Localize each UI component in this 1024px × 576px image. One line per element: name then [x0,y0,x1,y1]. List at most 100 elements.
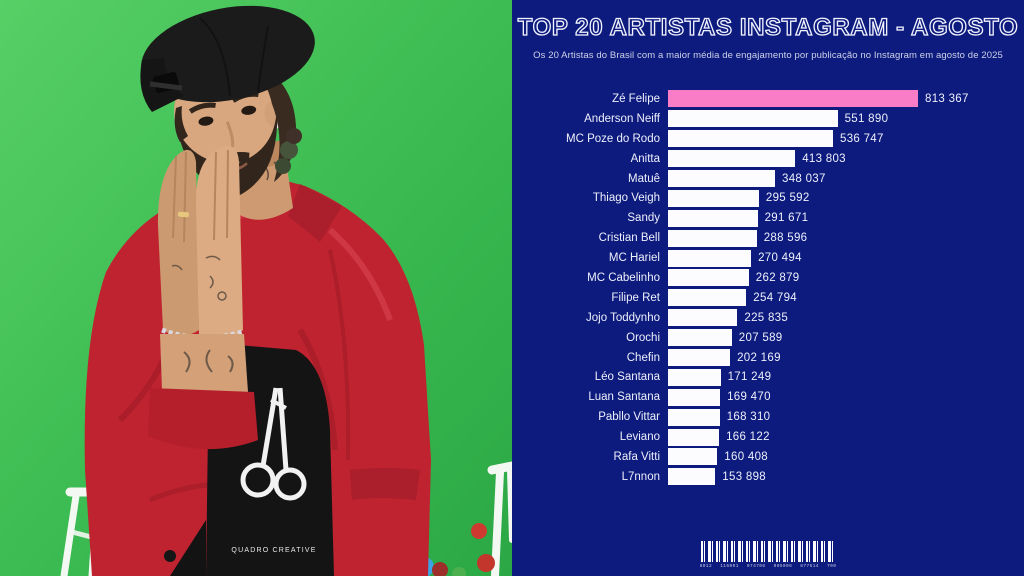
value-label: 153 898 [722,470,766,483]
chart-row: Cristian Bell 288 596 [512,228,1024,248]
value-label: 166 122 [726,431,770,444]
chart-row: Rafa Vitti 160 408 [512,447,1024,467]
value-label: 295 592 [765,192,810,205]
bar [668,90,918,108]
chart-row: Sandy 291 671 [512,208,1024,228]
bar [668,229,757,247]
artist-photo-illustration: QUADRO CREATIVE [0,0,512,576]
value-label: 171 249 [727,371,772,384]
bar [668,349,731,367]
bar [668,269,749,287]
value-label: 169 470 [727,391,771,404]
chart-row: Orochi 207 589 [512,328,1024,348]
value-label: 413 803 [802,152,846,165]
ring [177,211,189,218]
artist-label: Sandy [627,212,660,225]
bar [668,368,721,386]
hair [174,70,302,182]
artist-photo: QUADRO CREATIVE [0,0,512,576]
person: QUADRO CREATIVE [84,5,432,576]
artist-label: Thiago Veigh [592,192,660,205]
bar [668,209,758,227]
bar [668,170,775,187]
artist-label: Orochi [626,331,660,344]
chart-panel: TOP 20 ARTISTAS INSTAGRAM - AGOSTO Os 20… [512,0,1024,576]
jacket-collar-right [288,184,342,242]
praying-hands [148,145,258,450]
value-label: 168 310 [726,411,771,424]
page-title: TOP 20 ARTISTAS INSTAGRAM - AGOSTO [517,13,1019,41]
value-label: 225 835 [744,311,789,324]
bar [668,110,838,128]
artist-label: Cristian Bell [598,232,660,245]
artist-label: Léo Santana [594,371,660,384]
eye [198,116,214,126]
chart-row: Anitta 413 803 [512,149,1024,169]
bar [668,448,718,466]
artist-label: Luan Santana [588,391,660,404]
chart-row: Chefin 202 169 [512,348,1024,368]
bar [668,189,759,207]
jacket-pocket [350,468,420,500]
artist-label: Pabllo Vittar [598,411,660,424]
hand-tattoos [171,255,227,301]
value-label: 288 596 [763,232,808,245]
chart-row: Filipe Ret 254 794 [512,288,1024,308]
bar [668,130,833,148]
artist-label: Chefin [626,351,660,364]
value-label: 202 169 [737,351,781,364]
value-label: 551 890 [844,112,889,125]
bar [668,309,738,327]
bar [668,428,720,446]
artist-label: Leviano [619,431,660,444]
value-label: 254 794 [753,291,797,304]
chart-row: Zé Felipe 813 367 [512,89,1024,109]
value-label: 262 879 [755,271,800,284]
value-label: 207 589 [738,331,783,344]
chart-row: Anderson Neiff 551 890 [512,109,1024,129]
value-label: 348 037 [782,172,826,185]
value-label: 813 367 [925,92,969,105]
jacket-cuff [148,388,258,450]
bar-chart: Zé Felipe 813 367 Anderson Neiff 551 890 M… [512,89,1024,487]
artist-label: Anitta [630,152,660,165]
chart-row: Leviano 166 122 [512,427,1024,447]
chart-row: Luan Santana 169 470 [512,387,1024,407]
backwards-cap [140,5,315,112]
value-label: 160 408 [724,450,768,463]
bar [668,408,720,426]
bar [668,150,796,168]
bar [668,388,721,406]
white-chair-right [487,461,512,576]
artist-label: Rafa Vitti [613,450,660,463]
shirt-text: QUADRO CREATIVE [231,547,316,554]
barcode-digits: 8012 116001 074706 005096 877614 700 [699,564,837,569]
bar [668,289,747,307]
chart-row: MC Cabelinho 262 879 [512,268,1024,288]
chart-row: Pabllo Vittar 168 310 [512,407,1024,427]
forearm-tattoos [183,349,234,373]
chart-row: Matuê 348 037 [512,169,1024,189]
scissors-print-icon [240,387,307,501]
jacket-button [164,550,176,562]
artist-label: Matuê [628,172,660,185]
artist-label: MC Cabelinho [587,271,660,284]
artist-label: Anderson Neiff [584,112,660,125]
value-label: 291 671 [764,212,809,225]
artist-label: Filipe Ret [611,291,660,304]
page-subtitle: Os 20 Artistas do Brasil com a maior méd… [533,50,1003,61]
artist-label: MC Poze do Rodo [566,132,660,145]
artist-label: MC Hariel [608,252,660,265]
chart-row: MC Hariel 270 494 [512,248,1024,268]
value-label: 536 747 [840,132,884,145]
bar [668,329,732,347]
value-label: 270 494 [758,252,802,265]
bar [668,249,752,267]
bar [668,468,716,486]
artist-label: L7nnon [621,470,660,483]
chart-row: Léo Santana 171 249 [512,367,1024,387]
eye [241,105,257,115]
chart-row: Jojo Toddynho 225 835 [512,308,1024,328]
artist-label: Jojo Toddynho [586,311,660,324]
